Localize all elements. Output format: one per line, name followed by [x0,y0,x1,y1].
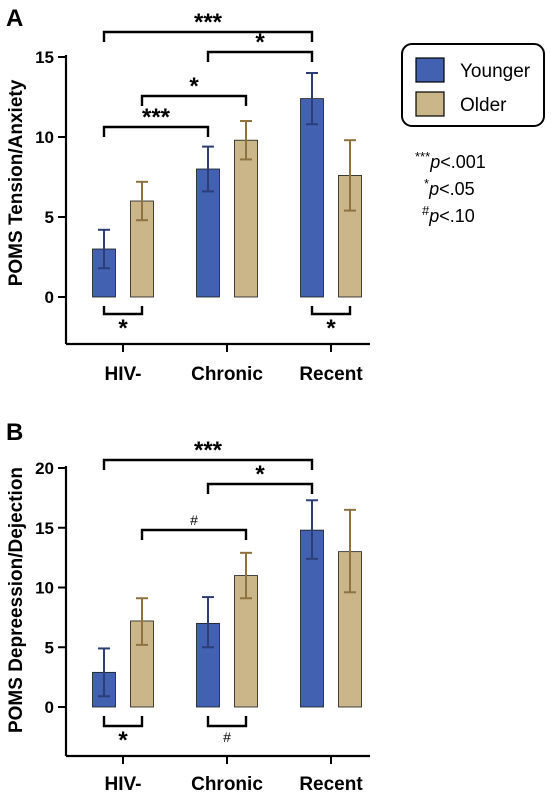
panel-a-y-tick-label: 10 [35,128,54,147]
panel-b-y-tick-label: 0 [45,698,54,717]
panel-a-sig-label: *** [142,104,171,131]
legend-swatch-younger [415,57,445,83]
panel-a-bar-older [234,139,258,298]
note-p10: #p<.10 [422,203,475,227]
legend-label-younger: Younger [460,61,531,82]
panel-b-sig-bracket [140,528,248,540]
panel-b-category-label: HIV- [105,774,142,795]
panel-b-y-tick-label: 15 [35,519,54,538]
panel-a-sig-label: *** [194,9,223,36]
panel-b-y-tick-label: 20 [35,459,54,478]
panel-b-ylabel: POMS Depreession/Dejection [6,467,27,733]
panel-b-sig-bracket-below [102,716,144,728]
panel-a-y-tick-label: 15 [35,48,54,67]
panel-a-sig-bracket [102,30,314,42]
panel-a-sig-bracket [206,50,314,62]
panel-a-sig-label-below: * [326,315,336,342]
panel-a-sig-bracket-below [310,306,352,316]
panel-a-category-label: HIV- [105,364,142,385]
panel-b-category-label: Chronic [191,774,263,795]
panel-a-y-tick-label: 5 [45,208,54,227]
legend-label-older: Older [460,95,507,116]
panel-b-y-tick-label: 5 [45,638,54,657]
panel-b-sig-bracket-below [206,716,248,728]
panel-b-sig-label: # [190,512,198,528]
panel-b-sig-label: * [255,461,265,488]
panel-b-sig-bracket [102,458,314,470]
panel-a-sig-bracket [140,94,248,106]
panel-a-ylabel: POMS Tension/Anxiety [6,79,27,286]
panel-b-sig-label-below: * [118,727,128,754]
panel-a-y-tick-label: 0 [45,288,54,307]
note-p05: *p<.05 [424,176,475,200]
panel-a-sig-label: * [255,29,265,56]
panel-a-sig-label: * [189,73,199,100]
panel-a-bar-younger [300,98,324,298]
panel-a-label: A [6,5,23,32]
panel-b-category-label: Recent [299,774,363,795]
panel-a-sig-bracket-below [102,306,144,316]
panel-a-category-label: Recent [299,364,363,385]
panel-b-y-tick-label: 10 [35,579,54,598]
panel-b-sig-bracket [206,482,314,494]
panel-b-label: B [6,419,23,446]
legend-swatch-older [415,91,445,117]
panel-a-category-label: Chronic [191,364,263,385]
panel-a-sig-bracket [102,125,210,137]
legend: Younger Older [401,43,545,127]
panel-b-sig-label-below: # [223,729,231,745]
panel-a-sig-label-below: * [118,315,128,342]
significance-note: ***p<.001 *p<.05 #p<.10 [415,149,486,227]
note-p001: ***p<.001 [415,149,486,173]
panel-b-sig-label: *** [194,437,223,464]
